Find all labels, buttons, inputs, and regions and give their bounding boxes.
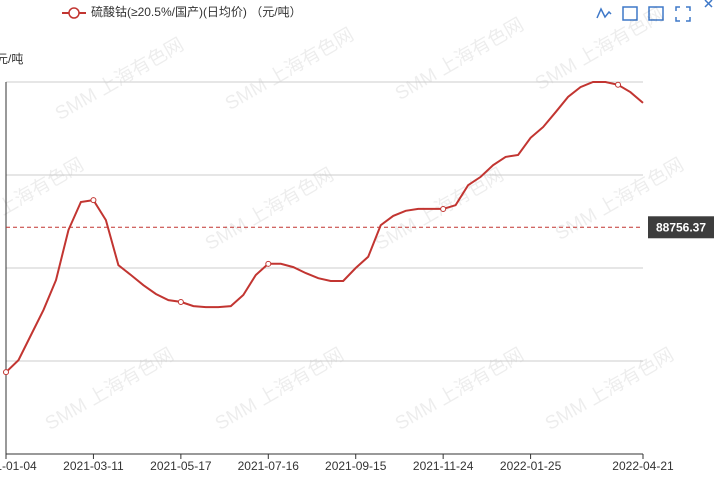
point-marker <box>440 205 447 212</box>
image-icon[interactable] <box>648 6 664 21</box>
watermark: SMM 上海有色网 <box>211 343 347 434</box>
legend-marker <box>68 7 80 19</box>
point-marker <box>265 260 272 267</box>
x-tick-label: 2021-07-16 <box>238 459 300 473</box>
close-icon[interactable] <box>704 0 713 8</box>
y-axis-label: 元/吨 <box>0 52 23 66</box>
point-marker <box>90 197 97 204</box>
fullscreen-icon[interactable] <box>675 6 691 22</box>
legend-label: 硫酸钴(≥20.5%/国产)(日均价) （元/吨） <box>91 4 302 19</box>
x-tick-label: 2021-01-04 <box>0 459 37 473</box>
watermark: SMM 上海有色网 <box>41 343 177 434</box>
watermark: SMM 上海有色网 <box>0 153 88 244</box>
mark-line-label-bg <box>648 216 714 239</box>
x-tick-label: 2022-04-21 <box>612 459 674 473</box>
series-line <box>5 81 644 373</box>
watermark: SMM 上海有色网 <box>221 23 357 114</box>
bar-icon[interactable] <box>622 6 638 21</box>
point-marker <box>615 81 622 88</box>
point-marker <box>177 298 184 305</box>
point-marker <box>3 369 9 376</box>
watermark: SMM 上海有色网 <box>391 13 527 104</box>
watermark: SMM 上海有色网 <box>51 33 187 124</box>
x-tick-label: 2021-09-15 <box>325 459 387 473</box>
x-tick-label: 2022-01-25 <box>500 459 562 473</box>
x-tick-label: 2021-03-11 <box>63 459 124 473</box>
line-icon[interactable] <box>596 7 612 19</box>
x-tick-label: 2021-05-17 <box>150 459 212 473</box>
watermark: SMM 上海有色网 <box>201 163 337 254</box>
mark-line-label: 88756.37 <box>656 220 706 234</box>
x-tick-label: 2021-11-24 <box>413 459 474 473</box>
toolbar <box>596 0 713 22</box>
watermark: SMM 上海有色网 <box>541 343 677 434</box>
watermark: SMM 上海有色网 <box>391 343 527 434</box>
